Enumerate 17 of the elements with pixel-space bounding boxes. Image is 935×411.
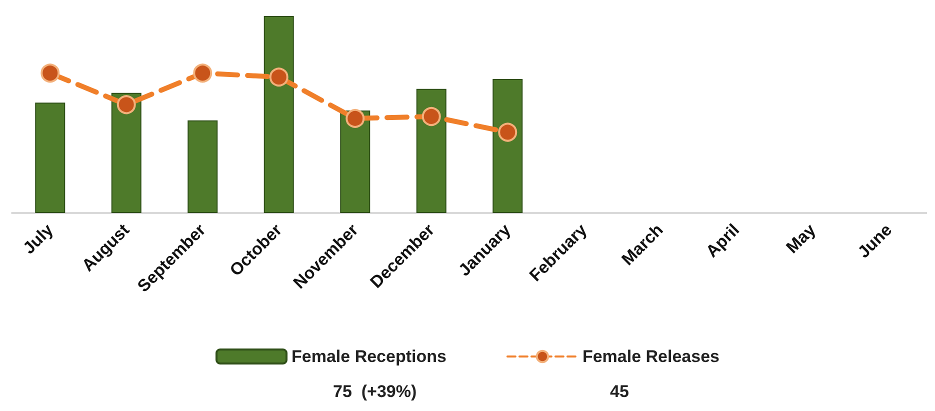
point (116, 95, 136, 114)
legend-label: Female Receptions (292, 347, 446, 366)
bar (35, 102, 66, 213)
point (422, 106, 441, 126)
text: 45 (610, 382, 629, 401)
point (346, 108, 365, 128)
point (193, 64, 212, 83)
text: 75 (+39%) (333, 382, 417, 401)
point (269, 68, 288, 87)
bar (492, 79, 523, 213)
legend-label: Female Releases (582, 347, 720, 366)
bar (111, 92, 142, 213)
point (40, 64, 60, 83)
point (498, 122, 518, 142)
bar (264, 16, 294, 213)
bar (416, 88, 446, 213)
bar (188, 120, 218, 213)
